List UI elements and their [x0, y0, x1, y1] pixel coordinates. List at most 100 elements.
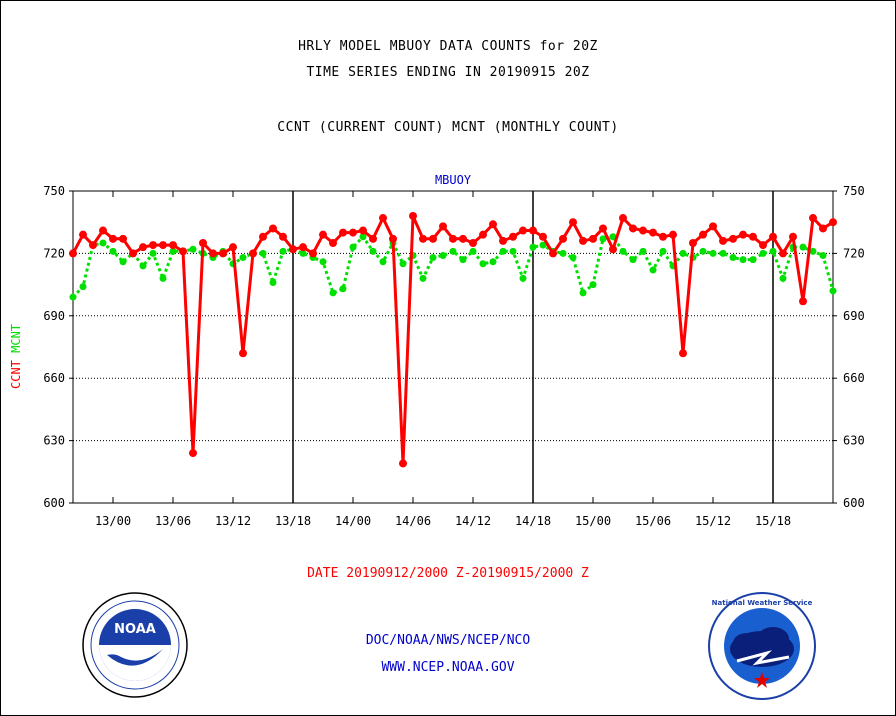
date-range-label: DATE 20190912/2000 Z-20190915/2000 Z: [307, 566, 589, 581]
data-point-ccnt: [99, 226, 107, 235]
x-tick-label-13/06: 13/06: [155, 514, 191, 528]
data-point-ccnt: [309, 249, 317, 258]
data-point-mcnt: [319, 258, 327, 266]
data-point-ccnt: [779, 249, 787, 258]
data-point-ccnt: [549, 249, 557, 258]
data-point-ccnt: [249, 249, 257, 258]
data-point-ccnt: [619, 214, 627, 223]
data-point-mcnt: [459, 256, 467, 264]
data-point-ccnt: [819, 224, 827, 233]
data-point-ccnt: [659, 232, 667, 241]
data-point-mcnt: [79, 283, 87, 291]
series-lines: [69, 211, 837, 468]
data-point-mcnt: [599, 235, 607, 243]
website-link[interactable]: WWW.NCEP.NOAA.GOV: [381, 660, 515, 675]
data-point-mcnt: [709, 249, 717, 257]
data-point-ccnt: [199, 239, 207, 247]
data-point-mcnt: [239, 254, 247, 262]
data-point-ccnt: [319, 230, 327, 239]
noaa-logo: NOAA: [82, 592, 188, 698]
data-point-mcnt: [279, 247, 287, 255]
data-point-mcnt: [699, 247, 707, 255]
x-tick-label-15/18: 15/18: [755, 514, 791, 528]
data-point-mcnt: [799, 243, 807, 251]
data-point-ccnt: [369, 234, 377, 243]
data-point-ccnt: [349, 228, 357, 237]
y-axis-label-ccnt: CCNT: [9, 353, 23, 389]
x-tick-label-14/00: 14/00: [335, 514, 371, 528]
data-point-mcnt: [379, 258, 387, 266]
data-point-mcnt: [529, 243, 537, 251]
data-point-ccnt: [289, 245, 297, 254]
data-point-ccnt: [379, 214, 387, 223]
x-tick-label-14/06: 14/06: [395, 514, 431, 528]
data-point-mcnt: [489, 258, 497, 266]
data-point-ccnt: [649, 228, 657, 237]
data-point-mcnt: [569, 254, 577, 262]
data-point-mcnt: [649, 266, 657, 274]
data-point-mcnt: [259, 249, 267, 257]
data-point-ccnt: [189, 449, 197, 458]
data-point-ccnt: [259, 232, 267, 241]
x-tick-label-14/12: 14/12: [455, 514, 491, 528]
data-point-ccnt: [559, 234, 567, 243]
data-point-ccnt: [509, 232, 517, 241]
axes: 600 600 630 630 660 660 690 690 720 720 750 750 13/0…: [9, 173, 865, 528]
data-point-ccnt: [429, 234, 437, 243]
y-tick-label-left-720: 720: [43, 246, 65, 260]
data-point-ccnt: [729, 234, 737, 243]
data-point-mcnt: [469, 247, 477, 255]
data-point-mcnt: [629, 256, 637, 264]
data-point-ccnt: [709, 222, 717, 231]
data-point-ccnt: [69, 249, 77, 258]
data-point-mcnt: [299, 249, 307, 257]
data-point-ccnt: [279, 232, 287, 241]
data-point-ccnt: [539, 232, 547, 241]
data-point-mcnt: [99, 239, 107, 247]
x-tick-label-15/00: 15/00: [575, 514, 611, 528]
data-point-ccnt: [719, 236, 727, 245]
data-point-ccnt: [419, 234, 427, 243]
data-point-ccnt: [739, 230, 747, 239]
y-axis-label: CCNT MCNT: [9, 324, 23, 389]
data-point-ccnt: [389, 234, 397, 243]
data-point-ccnt: [789, 232, 797, 241]
data-point-ccnt: [669, 230, 677, 239]
y-tick-label-right-750: 750: [843, 184, 865, 198]
series-line-mcnt: [71, 234, 835, 299]
data-point-ccnt: [769, 232, 777, 241]
y-tick-label-right-600: 600: [843, 496, 865, 510]
data-point-mcnt: [679, 249, 687, 257]
data-point-ccnt: [159, 241, 167, 250]
plot-border: [72, 190, 834, 504]
y-tick-label-right-720: 720: [843, 246, 865, 260]
data-point-ccnt: [109, 234, 117, 243]
data-point-mcnt: [419, 274, 427, 282]
data-point-ccnt: [589, 234, 597, 243]
data-point-mcnt: [429, 254, 437, 262]
data-point-mcnt: [449, 247, 457, 255]
chart-title-line2: TIME SERIES ENDING IN 20190915 20Z: [306, 65, 590, 80]
data-point-mcnt: [739, 256, 747, 264]
data-point-mcnt: [509, 247, 517, 255]
data-point-ccnt: [359, 226, 367, 235]
y-tick-label-left-660: 660: [43, 371, 65, 385]
data-point-mcnt: [159, 274, 167, 282]
x-tick-label-13/00: 13/00: [95, 514, 131, 528]
data-point-ccnt: [179, 247, 187, 256]
data-point-ccnt: [339, 228, 347, 237]
data-point-mcnt: [749, 256, 757, 264]
data-point-mcnt: [759, 249, 767, 257]
data-point-ccnt: [499, 236, 507, 245]
noaa-logo-text: NOAA: [114, 622, 156, 637]
y-tick-label-right-660: 660: [843, 371, 865, 385]
data-point-mcnt: [829, 287, 837, 295]
data-point-ccnt: [609, 245, 617, 254]
data-point-mcnt: [619, 247, 627, 255]
data-point-mcnt: [329, 289, 337, 297]
data-point-ccnt: [679, 349, 687, 358]
data-point-mcnt: [339, 285, 347, 293]
data-point-ccnt: [449, 234, 457, 243]
data-point-ccnt: [129, 249, 137, 258]
